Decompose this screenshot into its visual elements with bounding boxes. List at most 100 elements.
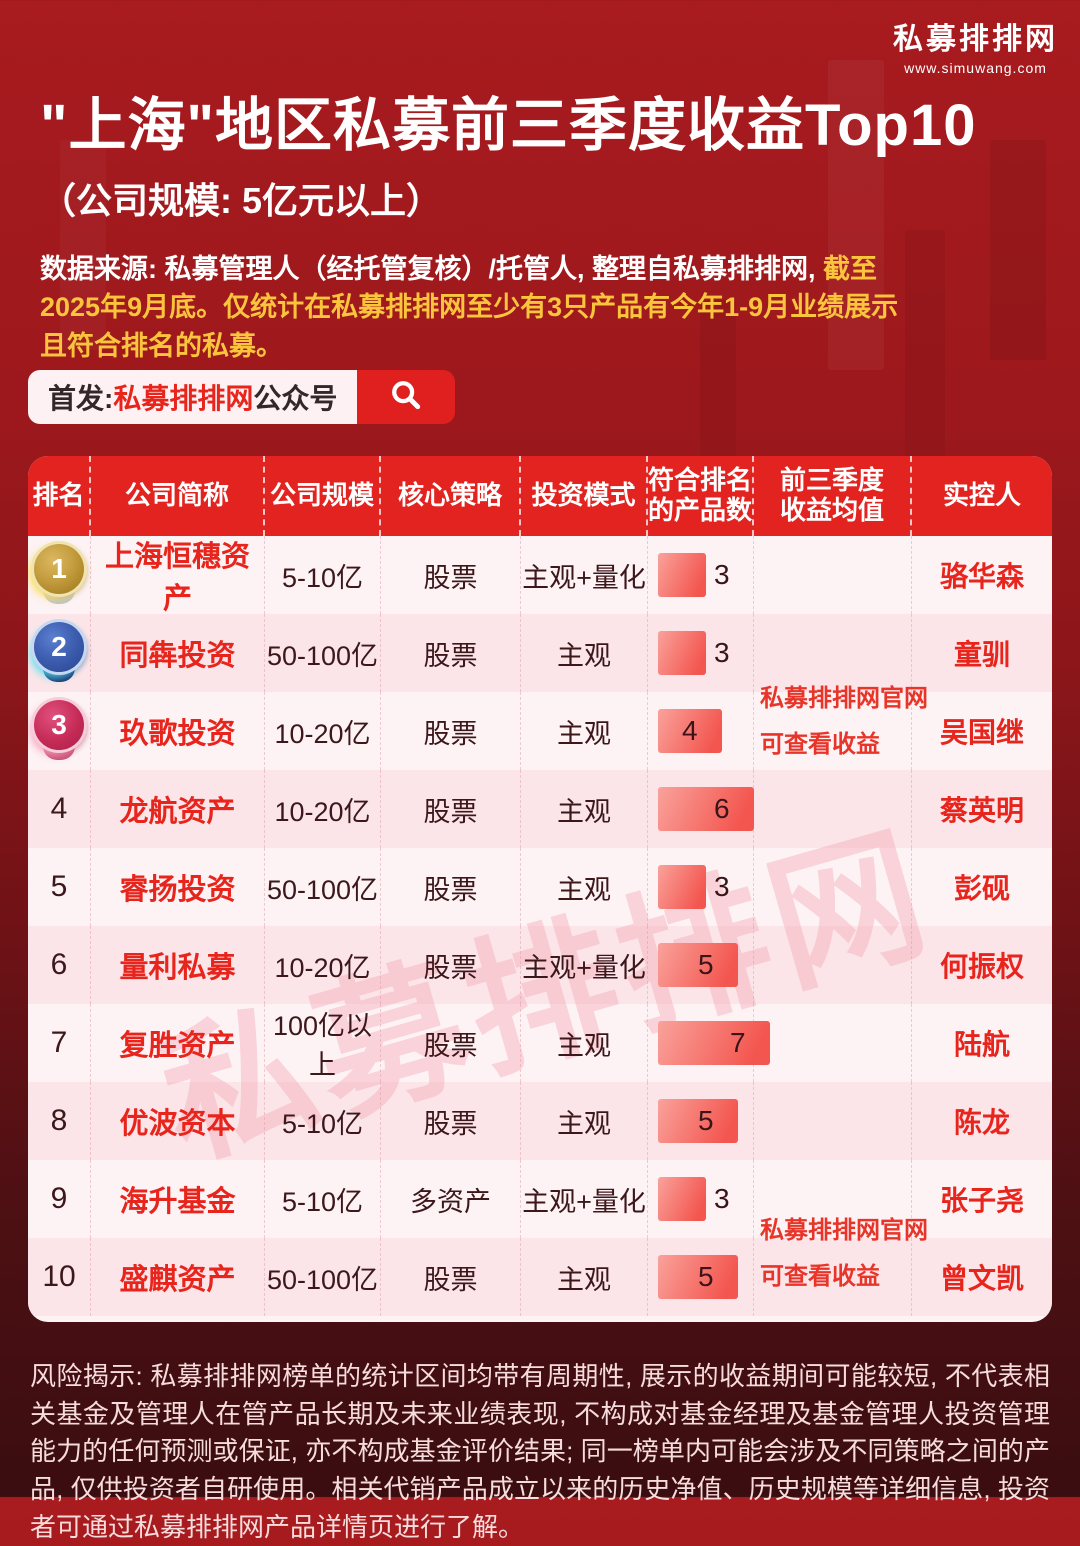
core-strategy: 股票 [381,692,521,770]
table-row: 2 同犇投资 50-100亿 股票 主观 3 童驯 [28,614,1052,692]
core-strategy: 股票 [381,848,521,926]
product-count-cell: 5 [648,926,754,1004]
return-cell [754,614,912,692]
product-count-cell: 3 [648,1160,754,1238]
owner-name: 骆华森 [939,561,1024,592]
column-header-return: 前三季度 收益均值 [754,456,912,536]
page-title: "上海"地区私募前三季度收益Top10 [40,93,977,158]
table-header-row: 排名 公司简称 公司规模 核心策略 投资模式 符合排名 的产品数 前三季度 收益… [28,456,1052,536]
return-cell [754,1082,912,1160]
page-subtitle: （公司规模: 5亿元以上） [40,180,443,221]
product-count-bar [658,1177,706,1221]
return-cell [754,770,912,848]
column-header-company: 公司简称 [91,456,265,536]
product-count-value: 3 [714,559,730,590]
product-count-bar [658,709,722,753]
product-count-value: 3 [714,871,730,902]
rank-cell: 4 [28,770,91,848]
background-candlestick [828,60,884,370]
table-row: 6 量利私募 10-20亿 股票 主观+量化 5 何振权 [28,926,1052,1004]
table-row: 4 龙航资产 10-20亿 股票 主观 6 蔡英明 [28,770,1052,848]
rank-cell: 10 [28,1238,91,1316]
invest-mode: 主观 [521,1082,648,1160]
core-strategy: 股票 [381,770,521,848]
company-scale: 10-20亿 [265,926,381,1004]
column-header-mode: 投资模式 [521,456,648,536]
product-count-value: 5 [698,1261,714,1292]
product-count-cell: 3 [648,536,754,614]
table-row: 5 睿扬投资 50-100亿 股票 主观 3 彭砚 [28,848,1052,926]
return-cell [754,1238,912,1316]
data-source-white: 数据来源: 私募管理人（经托管复核）/托管人, 整理自私募排排网, [40,254,823,284]
brand-logo-text: 私募排排网 [893,23,1058,56]
company-name: 龙航资产 [91,770,265,848]
return-cell [754,536,912,614]
rank-cell: 6 [28,926,91,1004]
search-button[interactable] [357,370,456,424]
invest-mode: 主观 [521,692,648,770]
rank-cell: 7 [28,1004,91,1082]
invest-mode: 主观 [521,614,648,692]
risk-disclosure: 风险揭示: 私募排排网榜单的统计区间均带有周期性, 展示的收益期间可能较短, 不… [0,1322,1080,1546]
product-count-value: 7 [730,1027,746,1058]
column-header-products: 符合排名 的产品数 [648,456,754,536]
owner-name: 彭砚 [953,873,1010,904]
company-name: 睿扬投资 [91,848,265,926]
product-count-value: 5 [698,949,714,980]
product-count-value: 3 [714,1183,730,1214]
search-icon [389,378,423,417]
rank-cell: 3 [28,692,91,770]
company-scale: 5-10亿 [265,1082,381,1160]
product-count-bar [658,787,754,831]
rank-cell: 1 [28,536,91,614]
return-cell [754,926,912,1004]
ranking-table: 排名 公司简称 公司规模 核心策略 投资模式 符合排名 的产品数 前三季度 收益… [28,456,1052,1322]
return-note-line2: 可查看收益 [760,731,880,758]
product-count-value: 4 [682,715,698,746]
return-cell [754,1004,912,1082]
rank-cell: 2 [28,614,91,692]
company-scale: 100亿以上 [265,1004,381,1082]
core-strategy: 股票 [381,926,521,1004]
return-note-line1: 私募排排网官网 [760,685,928,712]
product-count-bar [658,1255,738,1299]
search-label-suffix: 公众号 [253,383,338,414]
column-header-owner: 实控人 [942,480,1021,511]
return-note-line2: 可查看收益 [760,1263,880,1290]
search-label: 首发: 私募排排网 公众号 [28,370,358,424]
invest-mode: 主观 [521,1238,648,1316]
company-name: 量利私募 [91,926,265,1004]
return-note-top: 私募排排网官网 可查看收益 [760,676,975,768]
company-name: 同犇投资 [91,614,265,692]
column-header-rank: 排名 [28,456,91,536]
table-row: 3 玖歌投资 10-20亿 股票 主观 4 吴国继 [28,692,1052,770]
product-count-bar [658,553,706,597]
invest-mode: 主观+量化 [521,1160,648,1238]
owner-name: 陆航 [953,1029,1010,1060]
search-label-brand: 私募排排网 [113,383,254,414]
invest-mode: 主观 [521,1004,648,1082]
core-strategy: 多资产 [381,1160,521,1238]
rank-medal-icon: 2 [31,620,87,686]
invest-mode: 主观+量化 [521,536,648,614]
company-scale: 10-20亿 [265,692,381,770]
column-header-scale: 公司规模 [265,456,381,536]
table-row: 7 复胜资产 100亿以上 股票 主观 7 陆航 [28,1004,1052,1082]
table-body: 私募排排网 私募排排网官网 可查看收益 私募排排网官网 可查看收益 1 上海恒穗… [28,536,1052,1316]
company-name: 玖歌投资 [91,692,265,770]
product-count-bar [658,1099,738,1143]
company-scale: 50-100亿 [265,848,381,926]
rank-number: 5 [50,870,68,903]
rank-medal-icon: 1 [31,542,87,608]
company-name: 复胜资产 [91,1004,265,1082]
company-scale: 5-10亿 [265,536,381,614]
product-count-bar [658,1021,770,1065]
return-cell [754,692,912,770]
core-strategy: 股票 [381,536,521,614]
rank-number: 6 [50,948,68,981]
owner-name: 张子尧 [939,1185,1024,1216]
invest-mode: 主观+量化 [521,926,648,1004]
product-count-cell: 3 [648,848,754,926]
product-count-cell: 5 [648,1238,754,1316]
table-row: 1 上海恒穗资产 5-10亿 股票 主观+量化 3 骆华森 [28,536,1052,615]
